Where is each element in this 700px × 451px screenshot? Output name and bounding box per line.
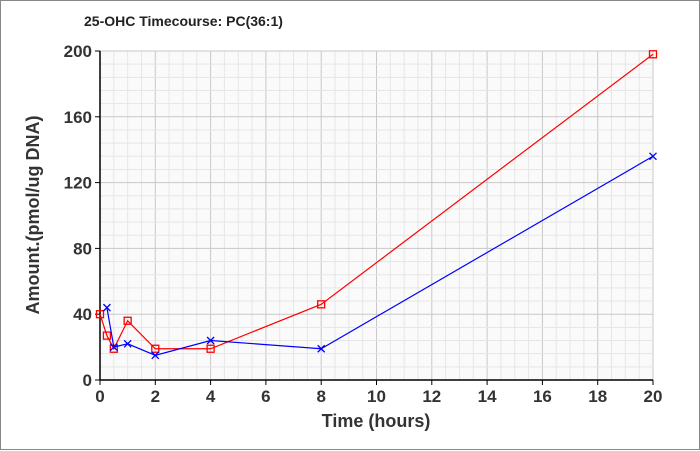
- y-tick-label: 120: [64, 174, 92, 193]
- series-blue-point: [649, 152, 657, 161]
- x-axis-label: Time (hours): [322, 411, 431, 431]
- x-tick-label: 16: [533, 387, 552, 406]
- series-blue-point: [317, 344, 326, 353]
- series-blue-point: [102, 303, 111, 312]
- series-blue-point: [151, 351, 160, 360]
- y-tick-label: 40: [73, 305, 92, 324]
- series-red-point: [123, 316, 132, 325]
- series-red-point: [206, 344, 215, 353]
- y-tick-label: 200: [64, 42, 92, 61]
- series-red-point: [648, 50, 658, 59]
- x-tick-label: 10: [367, 387, 386, 406]
- x-tick-label: 18: [588, 387, 607, 406]
- x-tick-label: 6: [261, 387, 270, 406]
- x-tick-label: 20: [644, 387, 663, 406]
- x-tick-label: 8: [316, 387, 325, 406]
- y-tick-label: 80: [73, 239, 92, 258]
- x-tick-label: 14: [478, 387, 497, 406]
- series-red-line: [99, 53, 654, 351]
- series-red-point: [95, 310, 105, 319]
- x-tick-label: 12: [422, 387, 441, 406]
- y-tick-label: 0: [83, 371, 92, 390]
- series-blue-point: [206, 336, 215, 345]
- series-group: [95, 50, 658, 360]
- series-blue-point: [109, 343, 118, 352]
- x-tick-label: 0: [95, 387, 104, 406]
- series-blue-point: [123, 339, 132, 348]
- x-tick-label: 2: [151, 387, 160, 406]
- chart-title: 25-OHC Timecourse: PC(36:1): [84, 13, 283, 29]
- grid: [99, 50, 654, 381]
- series-red-point: [317, 300, 326, 309]
- y-axis-label: Amount.(pmol/ug DNA): [23, 116, 43, 315]
- x-tick-label: 4: [206, 387, 216, 406]
- series-red-point: [151, 344, 160, 353]
- y-tick-label: 160: [64, 108, 92, 127]
- series-red-point: [102, 331, 112, 340]
